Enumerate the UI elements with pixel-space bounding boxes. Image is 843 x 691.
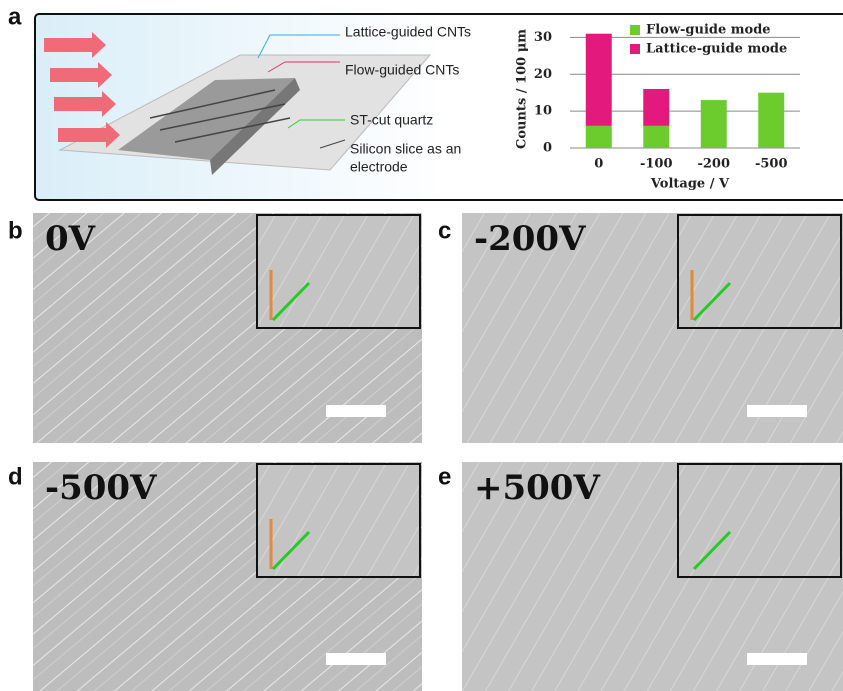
figure: Lattice-guided CNTs Flow-guided CNTs ST-… — [0, 0, 843, 691]
bar-segment — [643, 126, 669, 148]
bar-segment — [758, 93, 784, 148]
panel-label: e — [438, 463, 451, 490]
panel-label: a — [8, 3, 22, 30]
x-tick-label: -100 — [640, 157, 673, 172]
bar-segment — [643, 89, 669, 126]
bar-segment — [586, 34, 612, 126]
diagram-label: Flow-guided CNTs — [345, 62, 459, 78]
y-axis-label: Counts / 100 μm — [515, 29, 530, 149]
legend-swatch — [630, 25, 640, 35]
image-label: +500V — [474, 468, 600, 508]
y-tick-label: 10 — [534, 104, 552, 119]
panel-label: c — [438, 217, 451, 244]
scale-bar — [747, 405, 807, 417]
y-tick-label: 30 — [534, 30, 552, 45]
legend-swatch — [630, 44, 640, 54]
image-label: 0V — [45, 219, 96, 259]
x-tick-label: -200 — [697, 157, 730, 172]
diagram-label: Lattice-guided CNTs — [345, 24, 471, 40]
diagram-label: ST-cut quartz — [350, 112, 433, 128]
y-tick-label: 0 — [543, 141, 552, 156]
diagram-label: Silicon slice as an — [350, 141, 461, 157]
scale-bar — [326, 405, 386, 417]
panel-label: b — [8, 217, 23, 244]
x-axis-label: Voltage / V — [650, 177, 730, 192]
bar-segment — [586, 126, 612, 148]
bar-segment — [701, 100, 727, 148]
image-label: -200V — [474, 219, 586, 259]
x-tick-label: 0 — [594, 157, 603, 172]
sem-images: 0V -200V -500V +500V — [33, 213, 843, 691]
panel-label: d — [8, 463, 23, 490]
legend-label: Lattice-guide mode — [646, 42, 787, 57]
image-label: -500V — [45, 468, 157, 508]
y-tick-label: 20 — [534, 67, 552, 82]
diagram-label: electrode — [350, 159, 408, 175]
scale-bar — [747, 653, 807, 665]
scale-bar — [326, 653, 386, 665]
x-tick-label: -500 — [755, 157, 788, 172]
legend-label: Flow-guide mode — [646, 23, 771, 38]
